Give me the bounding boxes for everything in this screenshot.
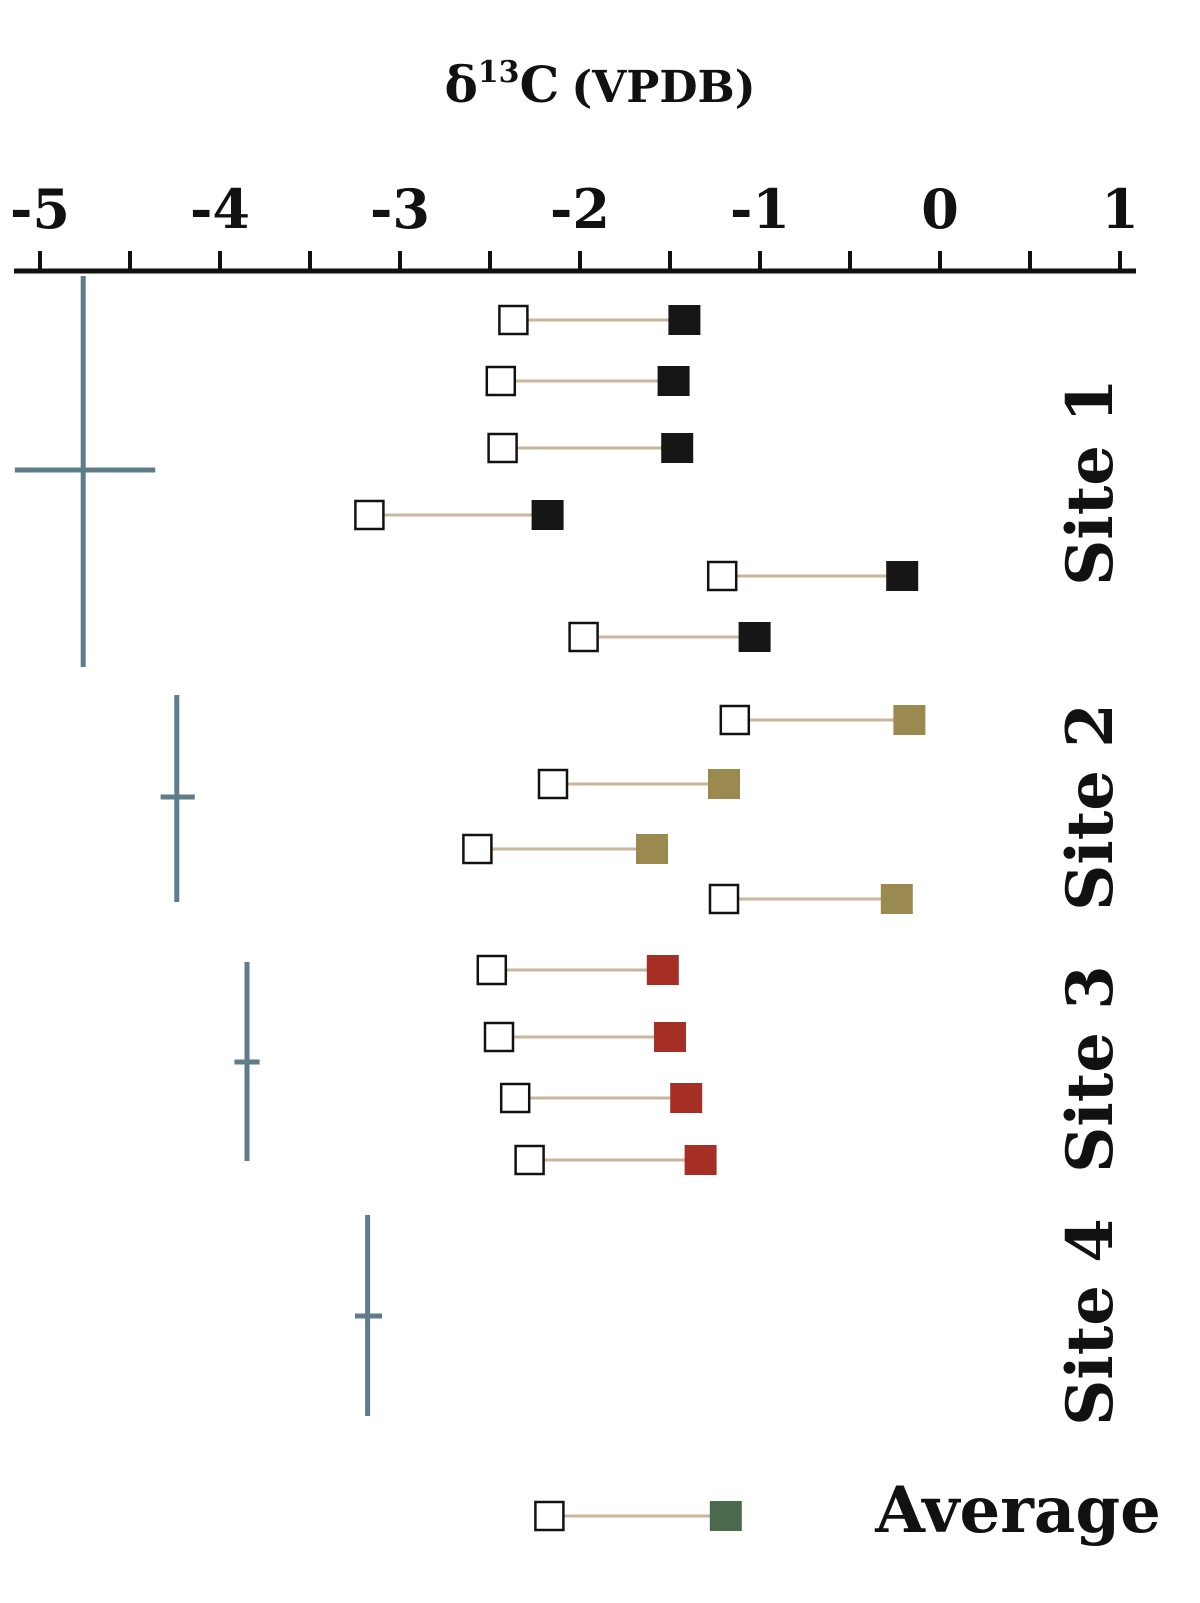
filled-marker [670,1083,703,1113]
filled-marker [709,1501,742,1531]
open-marker [706,560,738,592]
tick-label--5: -5 [10,177,70,241]
pair-site-1-5 [706,560,919,592]
tick-label-0: 0 [921,177,959,241]
filled-marker [668,305,701,335]
pair-site-2-4 [708,883,913,915]
open-marker [719,704,751,736]
tick-label--2: -2 [550,177,610,241]
chart-title-symbol: δ [444,55,477,114]
filled-marker [646,955,679,985]
open-marker [483,1021,515,1053]
group-label-average: Average [874,1473,1161,1548]
open-marker [568,621,599,653]
open-marker [354,499,385,531]
pair-site-2-3 [462,833,668,865]
open-marker [476,954,508,986]
open-marker [485,365,517,397]
open-marker [499,1082,531,1114]
tick-label--3: -3 [370,177,430,241]
pair-site-1-3 [487,432,694,464]
filled-marker [738,622,771,652]
open-marker [498,304,529,336]
pair-site-1-1 [498,304,701,336]
tick-label--4: -4 [190,177,250,241]
data-pairs [354,304,926,1532]
group-label-site-2: Site 2 [1053,703,1128,911]
pair-average-1 [534,1500,742,1532]
pair-site-2-2 [537,768,740,800]
tick-label--1: -1 [730,177,790,241]
filled-marker [657,366,690,396]
filled-marker [886,561,919,591]
group-label-site-4: Site 4 [1053,1218,1128,1426]
tick-label-1: 1 [1101,177,1139,241]
open-marker [487,432,518,464]
filled-marker [684,1145,717,1175]
pair-site-2-1 [719,704,926,736]
open-marker [708,883,740,915]
filled-marker [880,884,913,914]
filled-marker [893,705,926,735]
filled-marker [661,433,694,463]
open-marker [537,768,569,800]
pair-site-3-1 [476,954,679,986]
pair-site-1-6 [568,621,771,653]
filled-marker [654,1022,686,1052]
group-labels: Site 1 Site 2 Site 3 Site 4 Average [874,378,1161,1548]
chart-title-element: C [520,55,560,114]
filled-marker [708,769,740,799]
pair-site-3-2 [483,1021,686,1053]
chart-title-superscript: 13 [478,55,520,90]
x-axis: -5 -4 -3 -2 -1 0 1 [10,177,1139,274]
filled-marker [636,834,668,864]
pair-site-3-4 [514,1144,717,1176]
pair-site-3-3 [499,1082,703,1114]
open-marker [514,1144,545,1176]
pair-site-1-4 [354,499,564,531]
chart-title: δ13C (VPDB) [444,55,755,114]
group-label-site-3: Site 3 [1053,965,1128,1173]
error-bars [14,276,382,1416]
open-marker [534,1500,565,1532]
chart-title-reference: (VPDB) [571,62,755,113]
pair-site-1-2 [485,365,690,397]
group-label-site-1: Site 1 [1053,378,1128,586]
open-marker [462,833,493,865]
filled-marker [531,500,564,530]
